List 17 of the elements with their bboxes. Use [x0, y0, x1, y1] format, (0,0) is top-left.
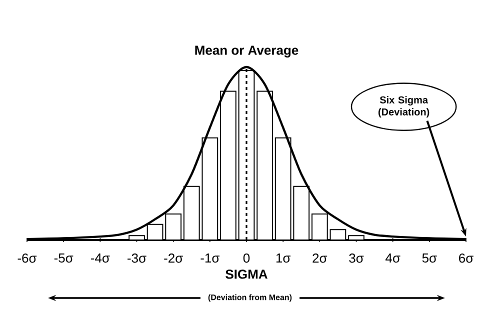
annotation: Six Sigma (Deviation)	[378, 96, 430, 118]
x-tick-label: 4σ	[386, 254, 400, 263]
x-tick-label: 1σ	[276, 254, 291, 263]
x-tick-label: -6σ	[18, 254, 37, 263]
x-tick-label: 0	[243, 254, 250, 263]
x-tick-label: 6σ	[459, 254, 474, 263]
x-tick-label: 2σ	[312, 254, 328, 263]
x-tick-label: -5σ	[54, 254, 74, 263]
x-tick-label: -1σ	[200, 254, 220, 263]
ref-line-label: Mean or Average	[195, 46, 298, 58]
x-tick-label: 5σ	[422, 254, 437, 263]
x-tick-label: 3σ	[349, 254, 364, 263]
x-axis-title: SIGMA	[226, 270, 268, 279]
x-tick-label: -4σ	[90, 254, 110, 263]
x-tick-label: -3σ	[128, 254, 146, 263]
x-tick-label: -2σ	[164, 254, 183, 263]
text: (Deviation from Mean)	[208, 294, 292, 302]
